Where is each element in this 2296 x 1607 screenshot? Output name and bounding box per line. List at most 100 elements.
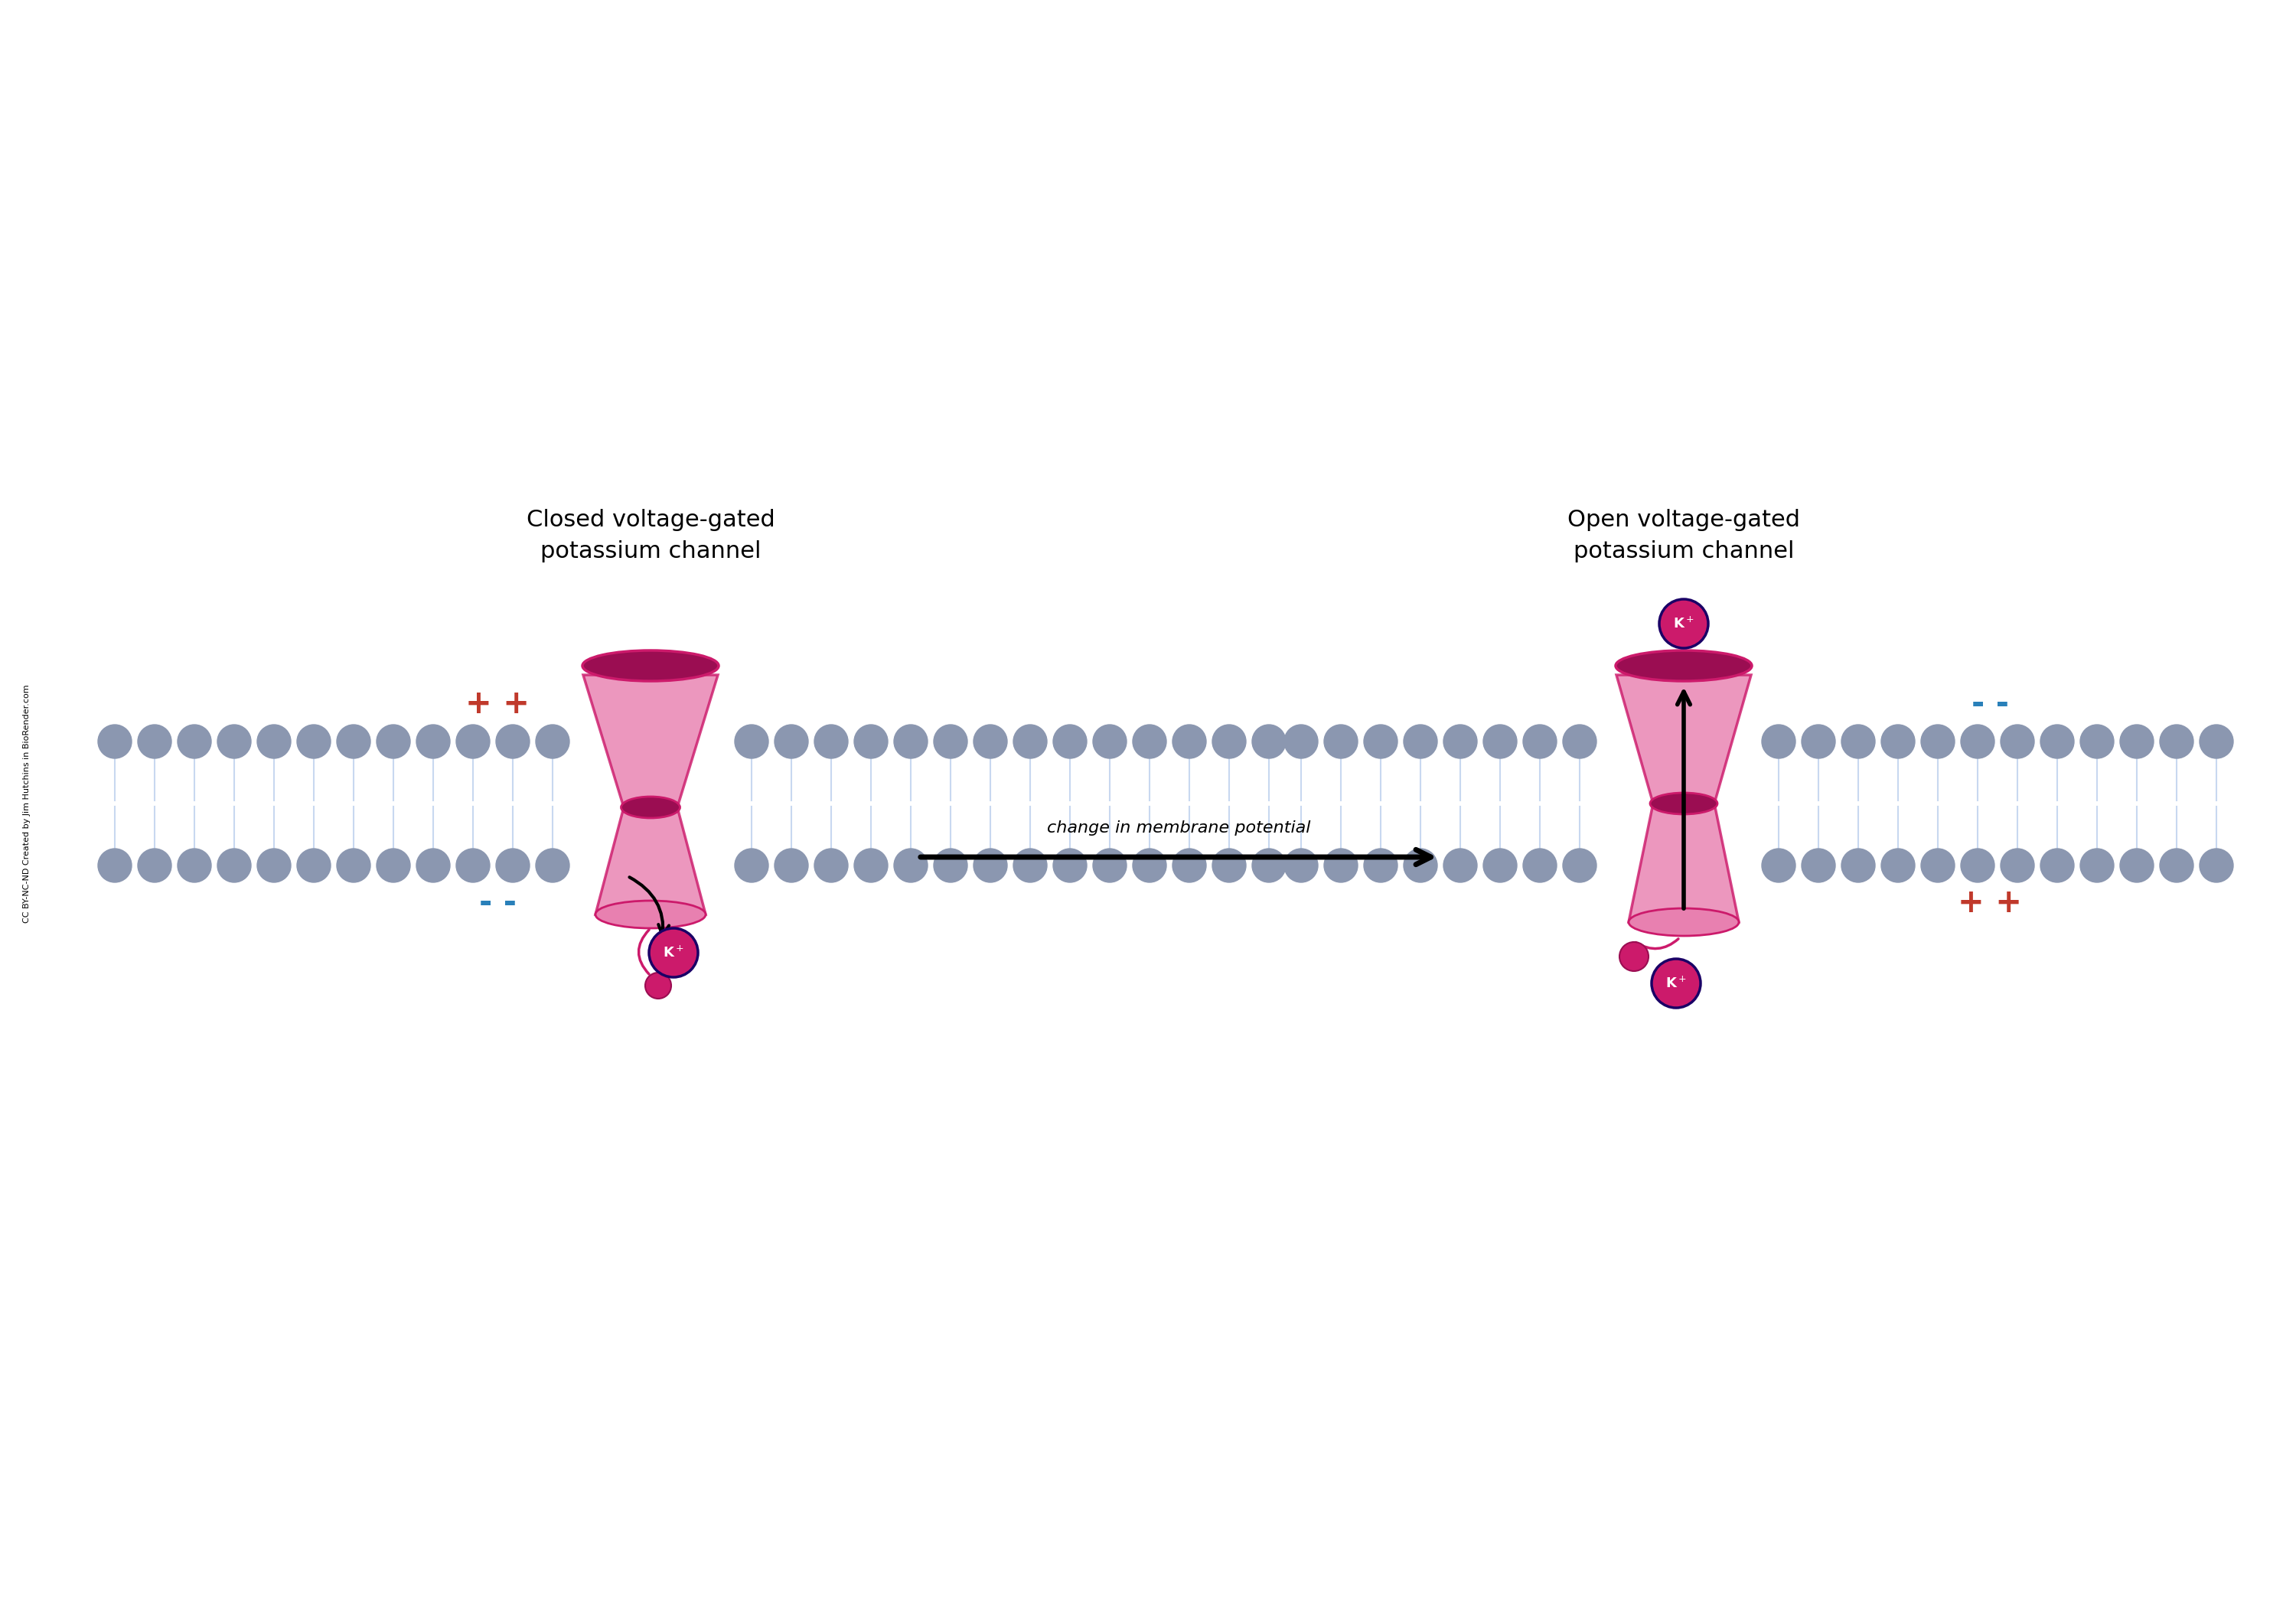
Circle shape [1841,725,1876,759]
Text: K$^+$: K$^+$ [1665,975,1688,990]
Circle shape [2080,848,2115,882]
Circle shape [1880,725,1915,759]
Circle shape [1325,725,1357,759]
Circle shape [1761,848,1795,882]
Circle shape [457,848,489,882]
Circle shape [2041,725,2073,759]
Circle shape [1403,725,1437,759]
Ellipse shape [1651,792,1717,815]
Ellipse shape [583,651,719,681]
Circle shape [1619,942,1649,971]
Text: CC BY-NC-ND Created by Jim Hutchins in BioRender.com: CC BY-NC-ND Created by Jim Hutchins in B… [23,685,30,922]
Circle shape [1364,848,1398,882]
Circle shape [496,848,530,882]
Circle shape [1522,725,1557,759]
Circle shape [1660,599,1708,648]
Circle shape [177,725,211,759]
Circle shape [774,725,808,759]
Circle shape [138,725,172,759]
Circle shape [177,848,211,882]
Text: K$^+$: K$^+$ [664,945,684,959]
Circle shape [735,848,769,882]
Ellipse shape [1660,659,1708,673]
Ellipse shape [627,659,675,673]
Circle shape [934,725,967,759]
Circle shape [2119,725,2154,759]
Circle shape [377,725,411,759]
Circle shape [218,725,250,759]
Circle shape [99,725,131,759]
Circle shape [1922,725,1954,759]
Circle shape [1173,848,1205,882]
Circle shape [1651,959,1701,1008]
Circle shape [1522,848,1557,882]
Circle shape [934,848,967,882]
Circle shape [257,848,292,882]
Polygon shape [1616,675,1752,922]
Circle shape [2161,848,2193,882]
Circle shape [893,848,928,882]
Circle shape [774,848,808,882]
Circle shape [1961,848,1995,882]
Circle shape [377,848,411,882]
Circle shape [496,725,530,759]
Circle shape [1325,848,1357,882]
Circle shape [1564,848,1596,882]
Circle shape [2000,725,2034,759]
Circle shape [854,848,889,882]
Circle shape [1283,725,1318,759]
Circle shape [1364,725,1398,759]
Circle shape [854,725,889,759]
Circle shape [1444,848,1476,882]
Circle shape [1802,725,1835,759]
Circle shape [1212,725,1247,759]
Circle shape [815,725,847,759]
Circle shape [1093,848,1127,882]
Circle shape [1132,725,1166,759]
Ellipse shape [595,900,705,929]
Circle shape [1054,725,1086,759]
Circle shape [1212,848,1247,882]
Circle shape [457,725,489,759]
Circle shape [1761,725,1795,759]
Circle shape [2161,725,2193,759]
Circle shape [2200,725,2234,759]
Circle shape [338,725,370,759]
Circle shape [296,848,331,882]
Circle shape [1251,848,1286,882]
Circle shape [338,848,370,882]
Circle shape [645,972,670,998]
Circle shape [1013,725,1047,759]
Circle shape [1922,848,1954,882]
Text: - -: - - [478,887,517,919]
Circle shape [218,848,250,882]
Circle shape [1173,725,1205,759]
Circle shape [1483,848,1518,882]
Circle shape [1841,848,1876,882]
Circle shape [1093,725,1127,759]
Circle shape [1483,725,1518,759]
Circle shape [974,848,1008,882]
Circle shape [99,848,131,882]
Circle shape [650,929,698,977]
Circle shape [1132,848,1166,882]
Polygon shape [583,675,719,914]
Circle shape [535,725,569,759]
Circle shape [815,848,847,882]
Circle shape [1802,848,1835,882]
Circle shape [1880,848,1915,882]
Text: Open voltage-gated
potassium channel: Open voltage-gated potassium channel [1568,509,1800,562]
Ellipse shape [1616,651,1752,681]
Text: K$^+$: K$^+$ [1674,615,1694,632]
Circle shape [1403,848,1437,882]
Text: Closed voltage-gated
potassium channel: Closed voltage-gated potassium channel [526,509,774,562]
Circle shape [2000,848,2034,882]
Circle shape [893,725,928,759]
Circle shape [2119,848,2154,882]
Circle shape [535,848,569,882]
Ellipse shape [1628,908,1738,935]
Circle shape [2200,848,2234,882]
Text: - -: - - [1970,688,2009,720]
Circle shape [416,725,450,759]
Text: + +: + + [1958,887,2023,919]
